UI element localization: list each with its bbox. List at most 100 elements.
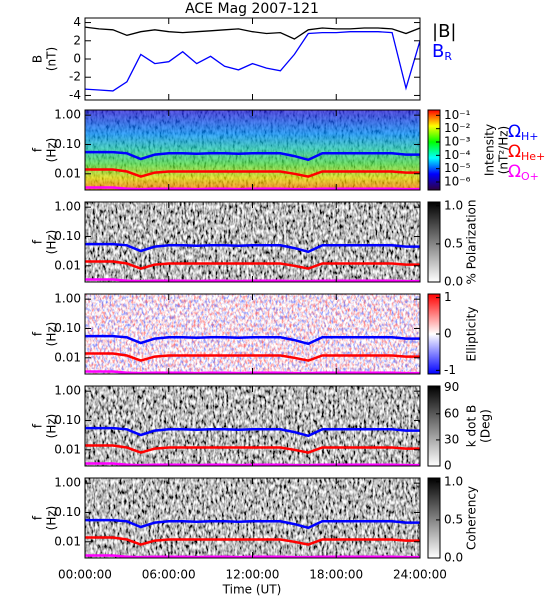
figure-title: ACE Mag 2007-121	[185, 1, 319, 17]
y-tick-label: 4	[73, 15, 81, 29]
y-tick-label: 2	[73, 33, 81, 47]
colorbar-label: k dot B	[465, 405, 479, 447]
x-axis-label: Time (UT)	[222, 583, 282, 597]
y-tick-label: 0.10	[54, 137, 81, 151]
colorbar-tick-label: 10⁻²	[444, 121, 471, 135]
y-axis-label: f	[31, 147, 45, 152]
colorbar	[427, 477, 441, 559]
plot-area	[85, 110, 420, 190]
y-tick-label: 1.00	[54, 384, 81, 398]
colorbar-tick-label: 0.5	[444, 236, 463, 250]
series-line	[85, 536, 420, 546]
colorbar-tick-label: 90	[444, 380, 459, 394]
colorbar-tick-label: 10⁻¹	[444, 108, 471, 122]
colorbar-label: (nT²/Hz)	[497, 126, 511, 174]
background	[85, 202, 420, 282]
series-line	[85, 242, 420, 254]
series-line	[85, 352, 420, 362]
series-line	[85, 26, 420, 40]
background	[85, 386, 420, 466]
colorbar-tick-label: 1.0	[444, 198, 463, 212]
plot-area	[85, 478, 420, 558]
colorbar-tick-label: 10⁻⁵	[444, 161, 471, 175]
colorbar	[427, 109, 441, 191]
y-axis-label: (nT)	[45, 47, 59, 71]
colorbar-tick-label: 30	[444, 432, 459, 446]
legend-entry: ΩO+	[508, 162, 539, 183]
legend-name: |B|	[432, 21, 456, 42]
legend-name: Ω	[508, 142, 521, 162]
y-tick-label: 0.01	[54, 350, 81, 364]
series-line	[85, 150, 420, 162]
colorbar-tick-label: -1	[444, 363, 456, 377]
colorbar-tick-label: 10⁻⁴	[444, 148, 471, 162]
colorbar-tick-label: 0	[444, 327, 452, 341]
y-axis-label: f	[31, 331, 45, 336]
legend-sub: H+	[521, 130, 539, 143]
legend-entry: ΩHe+	[508, 142, 545, 163]
series-line	[85, 260, 420, 270]
y-tick-label: 0.10	[54, 505, 81, 519]
x-tick-label: 12:00:00	[226, 568, 280, 582]
y-tick-label: 1.00	[54, 200, 81, 214]
legend-sub: O+	[521, 170, 539, 183]
legend-sub: R	[444, 50, 452, 63]
plot-area	[85, 26, 420, 92]
y-axis-label: f	[31, 515, 45, 520]
y-tick-label: 0.01	[54, 166, 81, 180]
colorbar-tick-label: 1	[444, 290, 452, 304]
x-tick-label: 24:00:00	[393, 568, 447, 582]
y-tick-label: 1.00	[54, 292, 81, 306]
legend-name: Ω	[508, 162, 521, 182]
y-tick-label: 0.01	[54, 442, 81, 456]
colorbar-tick-label: 10⁻³	[444, 135, 471, 149]
colorbar-tick-label: 60	[444, 406, 459, 420]
series-line	[85, 31, 420, 92]
colorbar-label: Ellipticity	[465, 307, 479, 362]
background	[85, 294, 420, 374]
series-line	[85, 518, 420, 530]
y-tick-label: -4	[69, 88, 81, 102]
y-axis-label: f	[31, 239, 45, 244]
x-tick-label: 00:00:00	[58, 568, 112, 582]
background	[85, 110, 420, 190]
y-tick-label: 0.01	[54, 258, 81, 272]
y-tick-label: 0	[73, 52, 81, 66]
colorbar-tick-label: 0	[444, 459, 452, 473]
y-axis-label: B	[31, 55, 45, 63]
y-tick-label: -2	[69, 70, 81, 84]
y-axis-label: (Hz)	[45, 138, 59, 163]
plot-area	[85, 202, 420, 282]
legend-name: Ω	[508, 122, 521, 142]
plot-area	[85, 386, 420, 466]
y-tick-label: 1.00	[54, 108, 81, 122]
colorbar-tick-label: 0.0	[444, 275, 463, 289]
colorbar-tick-label: 0.5	[444, 512, 463, 526]
series-line	[85, 426, 420, 438]
y-tick-label: 0.10	[54, 413, 81, 427]
x-tick-label: 06:00:00	[142, 568, 196, 582]
x-tick-label: 18:00:00	[309, 568, 363, 582]
colorbar-tick-label: 0.0	[444, 551, 463, 565]
y-axis-label: (Hz)	[45, 322, 59, 347]
background	[85, 478, 420, 558]
colorbar	[427, 201, 441, 283]
colorbar-label: % Polarization	[465, 200, 479, 285]
y-tick-label: 0.10	[54, 229, 81, 243]
legend-sub: He+	[521, 150, 545, 163]
y-axis-label: (Hz)	[45, 506, 59, 531]
series-line	[85, 168, 420, 178]
legend-entry: BR	[432, 41, 452, 63]
plot-area	[85, 294, 420, 374]
colorbar	[427, 385, 441, 467]
y-axis-label: f	[31, 423, 45, 428]
y-tick-label: 1.00	[54, 476, 81, 490]
axes-frame	[84, 17, 421, 101]
colorbar-label: (Deg)	[479, 409, 493, 443]
colorbar-tick-label: 1.0	[444, 474, 463, 488]
legend-entry: ΩH+	[508, 122, 539, 143]
colorbar-label: Coherency	[465, 486, 479, 550]
colorbar-tick-label: 10⁻⁶	[444, 175, 471, 189]
series-line	[85, 334, 420, 346]
